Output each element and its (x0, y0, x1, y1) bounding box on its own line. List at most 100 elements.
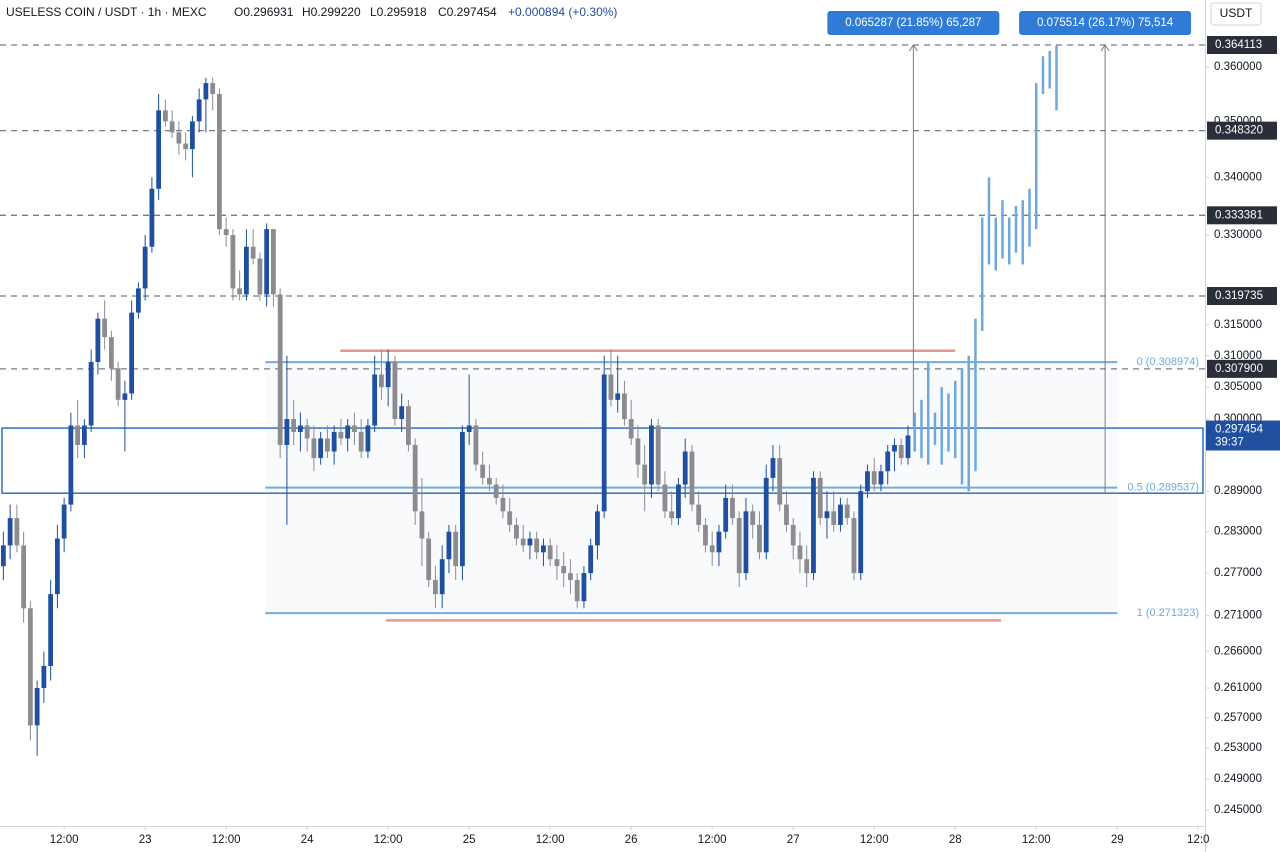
candle-body (541, 545, 546, 553)
candle-body (54, 538, 60, 595)
level-label: 0.319735 (1215, 290, 1263, 302)
candle-body (581, 573, 587, 602)
candle-body (365, 425, 371, 452)
currency[interactable]: USDT (1220, 6, 1253, 20)
candle-body (561, 566, 567, 574)
candle-body (176, 132, 182, 144)
x-tick-label: 27 (787, 834, 800, 846)
candle-body (642, 464, 648, 485)
x-tick-label: 28 (949, 834, 962, 846)
y-tick-label: 0.315000 (1214, 319, 1262, 331)
candle-body (426, 538, 432, 581)
y-tick-label: 0.261000 (1214, 682, 1262, 694)
candle-body (156, 110, 162, 189)
y-tick-label: 0.360000 (1214, 61, 1262, 73)
candle-body (750, 511, 756, 525)
candle-body (844, 504, 850, 519)
candle-body (298, 425, 303, 432)
level-label: 0.348320 (1215, 125, 1263, 137)
candle-body (696, 504, 702, 525)
candle-body (689, 451, 695, 505)
candle-body (142, 246, 148, 289)
candle-body (68, 425, 74, 505)
candle-body (601, 374, 607, 512)
x-tick-label: 12:0 (1187, 834, 1209, 846)
candle-body (892, 444, 897, 452)
y-tick-label: 0.249000 (1214, 773, 1262, 785)
x-tick-label: 25 (463, 834, 476, 846)
candle-body (304, 425, 310, 439)
candle-body (473, 425, 479, 465)
measure-arrow (908, 44, 918, 52)
candle-body (797, 545, 803, 560)
candle-body (311, 438, 317, 459)
y-tick-label: 0.253000 (1214, 742, 1262, 754)
level-tag (1207, 359, 1277, 378)
x-tick-label: 12:00 (50, 834, 79, 846)
y-tick-label: 0.305000 (1214, 381, 1262, 393)
x-tick-label: 12:00 (1022, 834, 1051, 846)
plot-area: 0 (0.308974) 0.5 (0.289537) 1 (0.271323) (0, 44, 1205, 756)
y-tick-label: 0.310000 (1214, 350, 1262, 362)
candle-body (817, 477, 823, 519)
candle-body (345, 425, 351, 439)
candle-body (871, 471, 877, 485)
candle-body (554, 559, 560, 567)
candle-body (108, 337, 114, 369)
candle-body (129, 312, 135, 394)
candle-body (284, 419, 290, 445)
candle-body (210, 83, 216, 94)
candle-body (406, 406, 411, 445)
candle-body (790, 524, 796, 546)
candle-body (453, 531, 459, 567)
candle-body (520, 538, 526, 546)
close: C0.297454 (438, 5, 497, 19)
candle-body (196, 99, 202, 122)
candle-body (115, 368, 121, 400)
candle-body (7, 518, 13, 546)
current-price: 0.297454 (1215, 424, 1264, 436)
level-tag (1207, 121, 1277, 140)
candle-body (372, 374, 378, 426)
x-tick-label: 24 (301, 834, 314, 846)
candle-body (568, 573, 573, 581)
candle-body (244, 246, 249, 295)
candle-body (588, 545, 594, 574)
measure-tag (1019, 11, 1192, 35)
candle-body (250, 246, 256, 259)
candle-body (703, 524, 708, 546)
candle-body (27, 608, 33, 726)
candle-body (622, 393, 627, 420)
candle-body (527, 538, 533, 546)
level-tag (1207, 287, 1277, 306)
candle-body (763, 477, 769, 553)
y-tick-label: 0.266000 (1214, 645, 1262, 657)
measure-arrow (1100, 44, 1110, 52)
level-label: 0.307900 (1215, 363, 1263, 375)
measure-label: 0.065287 (21.85%) 65,287 (845, 17, 981, 29)
candle-body (723, 497, 729, 532)
y-tick-label: 0.245000 (1214, 804, 1262, 816)
fib-label: 1 (0.271323) (1137, 607, 1199, 619)
candle-body (203, 83, 209, 100)
countdown: 39:37 (1215, 437, 1244, 449)
candle-body (878, 471, 884, 485)
candle-body (352, 425, 357, 432)
candle-body (460, 431, 465, 567)
candle-body (804, 559, 810, 574)
currency-button[interactable] (1210, 2, 1262, 26)
candle-body (149, 188, 155, 247)
candle-body (905, 435, 911, 459)
candle-body (230, 234, 236, 289)
candle-body (358, 431, 364, 452)
x-tick-label: 12:00 (212, 834, 241, 846)
candle-body (649, 425, 654, 485)
candle-body (325, 438, 330, 452)
candle-body (500, 497, 506, 512)
low: L0.295918 (370, 5, 427, 19)
y-tick-label: 0.277000 (1214, 567, 1262, 579)
candle-body (716, 531, 722, 553)
candle-body (514, 524, 519, 539)
candle-body (507, 511, 513, 525)
